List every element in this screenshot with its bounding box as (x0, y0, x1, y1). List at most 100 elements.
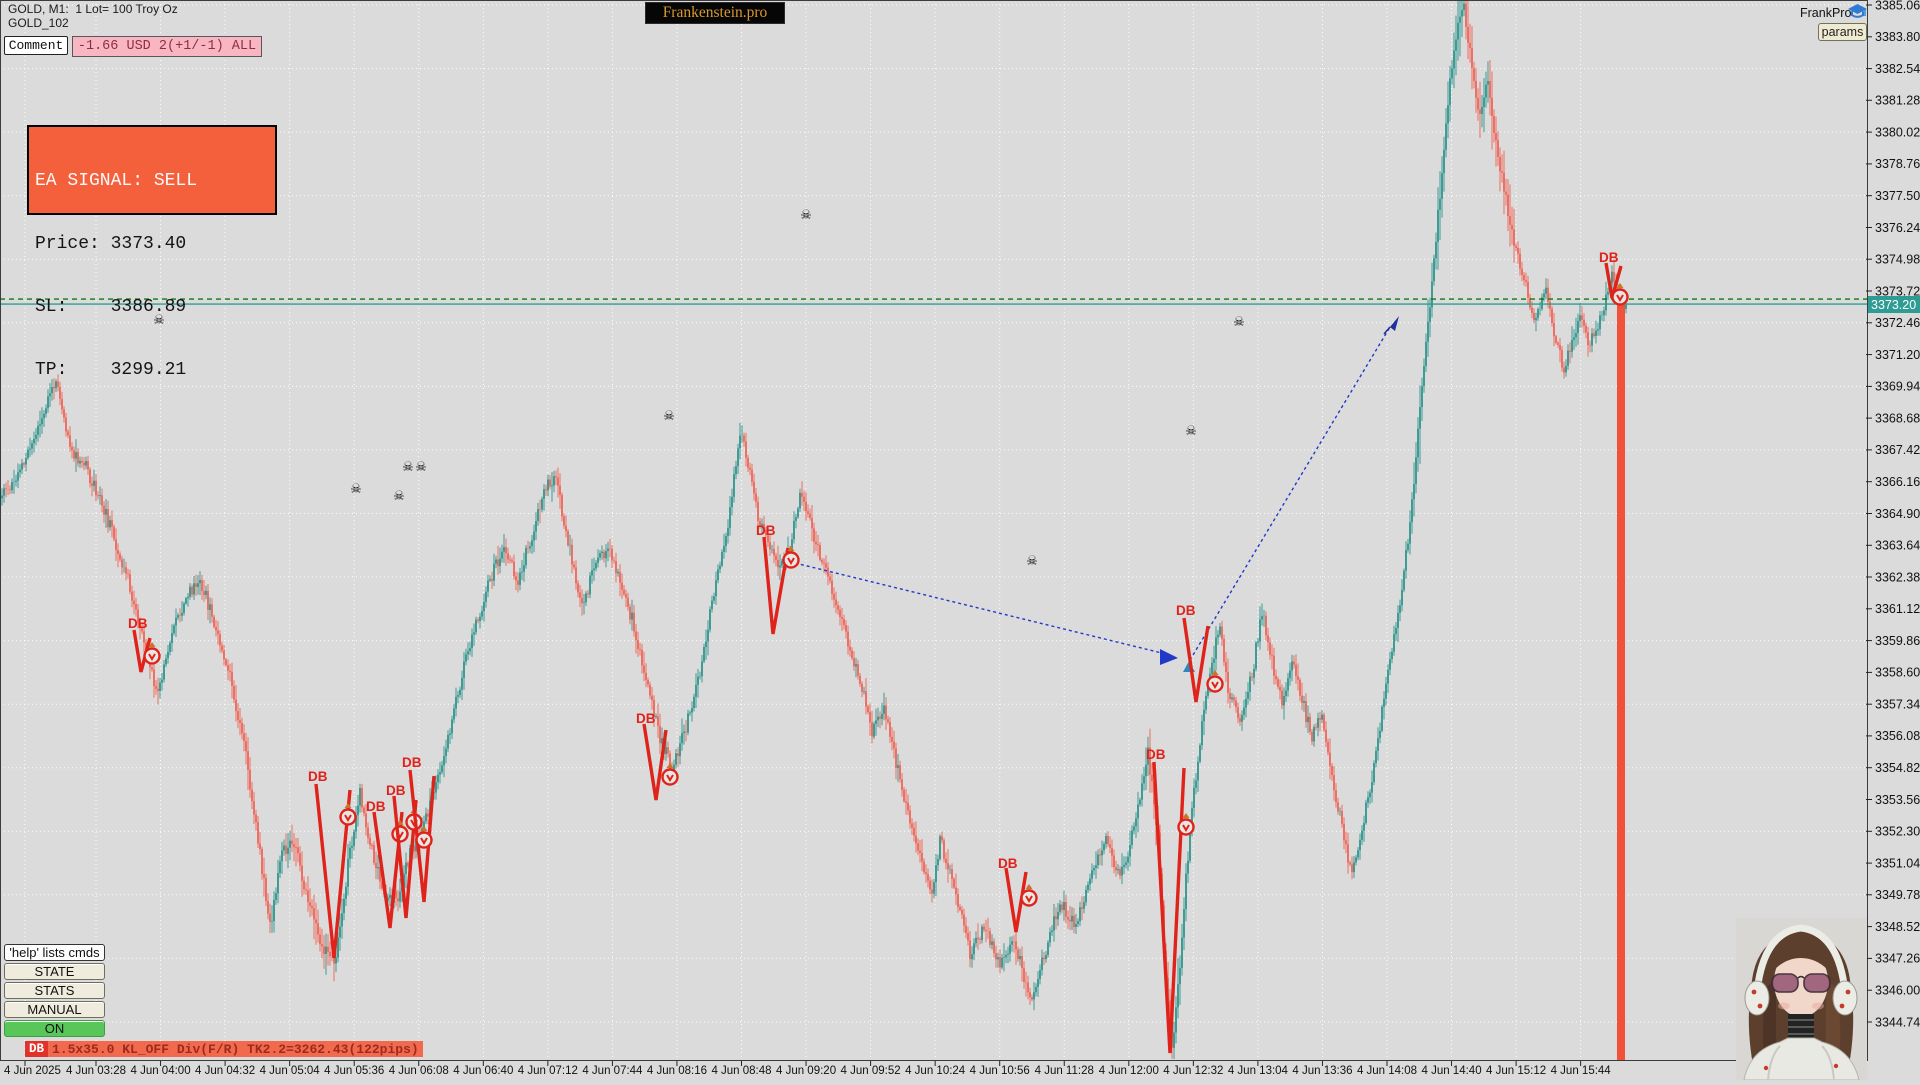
db-label: DB (386, 783, 406, 798)
time-axis-label: 4 Jun 12:00 (1099, 1065, 1159, 1077)
price-axis-label: 3367.42 (1875, 443, 1920, 457)
price-axis-label: 3382.54 (1875, 62, 1920, 76)
price-axis-label: 3385.06 (1875, 0, 1920, 12)
db-entry-circle (1177, 813, 1195, 836)
params-button[interactable]: params (1818, 23, 1867, 41)
time-axis-label: 4 Jun 15:12 (1486, 1065, 1546, 1077)
price-axis-label: 3358.60 (1875, 666, 1920, 680)
price-axis-label: 3371.20 (1875, 348, 1920, 362)
price-axis-label: 3347.26 (1875, 952, 1920, 966)
price-axis-label: 3354.82 (1875, 761, 1920, 775)
db-entry-circle (1206, 670, 1224, 693)
time-axis-label: 4 Jun 03:28 (66, 1065, 126, 1077)
status-strip-badge: DB (25, 1041, 49, 1057)
price-axis-label: 3352.30 (1875, 825, 1920, 839)
db-zigzag (642, 723, 668, 801)
account-name: FrankPro (1800, 6, 1852, 20)
db-zigzag (408, 769, 436, 903)
db-entry-circle (782, 546, 800, 569)
time-axis-label: 4 Jun 08:48 (711, 1065, 771, 1077)
skull-icon: ☠ (402, 459, 414, 474)
price-axis-label: 3369.94 (1875, 380, 1920, 394)
price-axis-label: 3359.86 (1875, 634, 1920, 648)
price-axis-label: 3383.80 (1875, 30, 1920, 44)
blue-pin-icon (1383, 316, 1399, 335)
time-axis-label: 4 Jun 05:36 (324, 1065, 384, 1077)
db-entry-circle (339, 803, 357, 826)
comment-button[interactable]: Comment (4, 36, 68, 55)
time-axis-label: 4 Jun 15:44 (1551, 1065, 1612, 1077)
skull-icon: ☠ (1026, 553, 1038, 568)
state-button[interactable]: STATE (4, 963, 105, 980)
db-label: DB (1146, 747, 1166, 762)
symbol-subtitle: GOLD_102 (8, 16, 69, 30)
price-axis-label: 3346.00 (1875, 984, 1920, 998)
db-entry-circle (143, 642, 161, 665)
price-axis-label: 3380.02 (1875, 125, 1920, 139)
avatar (1736, 918, 1867, 1080)
avatar-headband (1754, 924, 1848, 985)
time-axis-label: 4 Jun 06:08 (389, 1065, 449, 1077)
time-axis-label: 4 Jun 10:56 (970, 1065, 1030, 1077)
price-axis-label: 3372.46 (1875, 316, 1920, 330)
ea-signal-title: EA SIGNAL: SELL (35, 171, 198, 191)
db-label: DB (402, 755, 422, 770)
skull-icon: ☠ (1233, 314, 1245, 329)
on-toggle-button[interactable]: ON (4, 1020, 105, 1037)
db-label: DB (636, 711, 656, 726)
db-label: DB (308, 769, 328, 784)
pnl-label: -1.66 USD 2(+1/-1) ALL (72, 36, 262, 57)
stats-button[interactable]: STATS (4, 982, 105, 999)
price-axis-label: 3362.38 (1875, 570, 1920, 584)
time-axis-label: 4 Jun 13:36 (1292, 1065, 1352, 1077)
price-axis-label: 3348.52 (1875, 920, 1920, 934)
db-zigzag (1182, 617, 1210, 703)
price-axis-label: 3373.72 (1875, 284, 1920, 298)
time-axis-label: 4 Jun 07:12 (518, 1065, 578, 1077)
help-button[interactable]: 'help' lists cmds (4, 944, 105, 961)
manual-button[interactable]: MANUAL (4, 1001, 105, 1018)
time-axis-label: 4 Jun 12:32 (1163, 1065, 1223, 1077)
db-zigzag (314, 783, 352, 959)
price-axis-label: 3374.98 (1875, 253, 1920, 267)
time-axis-label: 4 Jun 08:16 (647, 1065, 707, 1077)
blue-arrowhead (1160, 649, 1178, 665)
time-axis-label: 4 Jun 13:04 (1228, 1065, 1289, 1077)
db-entry-circle (1611, 283, 1629, 306)
db-entry-circle (661, 763, 679, 786)
current-price-tag: 3373.20 (1868, 296, 1920, 313)
price-axis-label: 3361.12 (1875, 602, 1920, 616)
price-axis-label: 3364.90 (1875, 507, 1920, 521)
price-axis-label: 3353.56 (1875, 793, 1920, 807)
ea-signal-sl: SL: 3386.89 (35, 297, 187, 317)
price-axis-label: 3357.34 (1875, 698, 1920, 712)
time-axis-label: 4 Jun 11:28 (1035, 1065, 1094, 1077)
db-zigzag (1152, 761, 1186, 1054)
brand-badge: Frankenstein.pro (645, 2, 785, 24)
price-axis-label: 3378.76 (1875, 157, 1920, 171)
trade-exit-line (1617, 299, 1625, 1060)
db-zigzag (1004, 867, 1028, 933)
price-axis-label: 3366.16 (1875, 475, 1920, 489)
time-axis-label: 4 Jun 07:44 (582, 1065, 643, 1077)
db-label: DB (1176, 603, 1196, 618)
db-label: DB (998, 856, 1018, 871)
skull-icon: ☠ (393, 488, 405, 503)
time-axis-label: 4 Jun 09:52 (841, 1065, 901, 1077)
ea-signal-price: Price: 3373.40 (35, 234, 187, 254)
status-strip: DB 1.5x35.0 KL_OFF Div(F/R) TK2.2=3262.4… (25, 1041, 423, 1057)
price-axis-label: 3344.74 (1875, 1015, 1920, 1029)
graduation-cap-icon (1848, 3, 1867, 26)
avatar-sunglasses (1771, 973, 1799, 993)
db-entry-circle (415, 826, 433, 849)
time-axis-label: 4 Jun 2025 (4, 1065, 61, 1077)
time-axis-label: 4 Jun 04:32 (195, 1065, 255, 1077)
skull-icon: ☠ (153, 312, 165, 327)
price-axis-label: 3349.78 (1875, 888, 1920, 902)
skull-icon: ☠ (415, 459, 427, 474)
time-axis-label: 4 Jun 14:40 (1421, 1065, 1481, 1077)
db-entry-circle (1020, 884, 1038, 907)
avatar-headphone-right (1832, 980, 1858, 1016)
time-axis-label: 4 Jun 04:00 (130, 1065, 190, 1077)
